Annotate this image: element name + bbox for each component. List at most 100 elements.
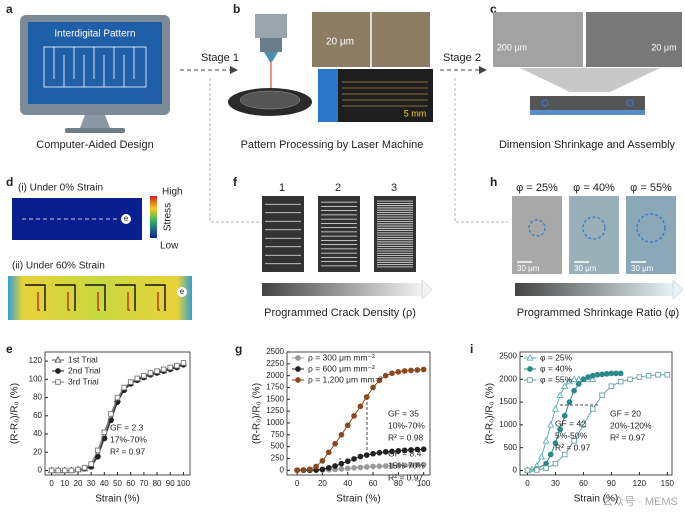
data-point: [589, 375, 597, 382]
data-point: [363, 394, 370, 400]
annotation: GF = 20: [610, 408, 641, 418]
crack-panel: [262, 196, 304, 272]
data-point: [537, 452, 546, 460]
nozzle: [264, 52, 278, 62]
data-point: [401, 368, 408, 374]
data-point: [389, 462, 395, 469]
colorbar-label: Low: [160, 241, 179, 252]
x-tick-label: 0: [525, 479, 530, 488]
connector: [209, 78, 262, 223]
electrode-label: e: [180, 287, 185, 296]
data-point: [306, 466, 313, 473]
crack-panel: [374, 196, 416, 272]
data-point: [570, 375, 578, 382]
data-point: [608, 370, 615, 377]
annotation: 15%-70%: [388, 460, 425, 470]
data-point: [94, 453, 101, 460]
x-tick-label: 70: [139, 479, 148, 488]
colorbar-label: High: [162, 187, 183, 198]
data-point: [48, 467, 55, 474]
legend-label: 3rd Trial: [68, 376, 99, 386]
legend-marker: [526, 354, 534, 361]
data-point: [319, 466, 326, 473]
data-point: [357, 403, 364, 410]
annotation: GF = 42: [555, 418, 586, 428]
data-point: [382, 448, 389, 455]
x-tick-label: 0: [49, 479, 54, 488]
data-point: [141, 372, 147, 379]
data-point: [81, 464, 88, 471]
laser-lens: [260, 38, 282, 52]
data-point: [62, 467, 68, 474]
data-point: [617, 370, 624, 377]
data-point: [594, 371, 601, 378]
data-point: [551, 404, 559, 412]
y-tick-label: 0: [280, 465, 285, 474]
series-line: [527, 374, 668, 471]
legend-label: ρ = 600 μm mm⁻²: [308, 363, 375, 373]
data-point: [389, 448, 395, 455]
scale-label: 200 μm: [497, 42, 527, 52]
x-tick-label: 30: [87, 479, 96, 488]
y-tick-label: 40: [33, 429, 42, 438]
data-point: [167, 364, 173, 371]
caption: Programmed Crack Density (ρ): [264, 307, 416, 319]
data-point: [363, 464, 370, 470]
data-point: [370, 450, 376, 457]
data-point: [547, 420, 555, 428]
data-point: [101, 429, 108, 435]
data-point: [363, 452, 370, 458]
data-point: [565, 377, 573, 385]
stress-map: [12, 198, 142, 240]
data-point: [108, 411, 114, 417]
data-point: [556, 391, 564, 398]
data-point: [376, 449, 383, 456]
scale-label: 30 μm: [517, 264, 540, 273]
x-tick-label: 90: [166, 479, 175, 488]
data-point: [566, 399, 573, 405]
y-tick-label: 2500: [266, 347, 284, 356]
data-point: [664, 372, 671, 378]
shrink-columns: φ = 25% 30 μm φ = 40% 30 μm φ = 55% 30 μm: [512, 182, 676, 274]
panel-label: b: [233, 2, 240, 16]
pattern: [43, 46, 147, 88]
y-axis-label: (R-R₀)/R₀ (%): [485, 383, 496, 444]
data-point: [300, 467, 307, 473]
legend-label: ρ = 1,200 μm mm⁻²: [308, 374, 382, 384]
data-point: [114, 394, 121, 401]
y-tick-label: 1750: [266, 383, 284, 392]
y-tick-label: 1500: [499, 397, 517, 406]
crack-pattern: [25, 284, 166, 311]
annotation: R² = 0.98: [388, 432, 423, 442]
zoom-cone: [520, 68, 660, 92]
y-tick-label: 2000: [499, 374, 517, 383]
substrate: [318, 69, 338, 122]
data-point: [395, 369, 402, 375]
watermark: 公众号 · MEMS: [602, 495, 678, 508]
subtitle: (i) Under 0% Strain: [18, 183, 103, 194]
data-point: [395, 462, 402, 469]
gradient-arrow: [515, 283, 673, 296]
x-tick-label: 60: [579, 479, 588, 488]
plot-frame: [519, 351, 673, 476]
annotation: R² = 0.97: [610, 432, 645, 442]
data-point: [608, 383, 615, 389]
data-point: [344, 458, 351, 465]
data-point: [645, 372, 652, 379]
panel-label: e: [6, 342, 13, 356]
data-point: [174, 362, 180, 369]
data-point: [589, 406, 596, 412]
data-point: [313, 463, 319, 470]
micrograph: [626, 196, 676, 274]
crack-columns: 1 2 3: [262, 182, 416, 272]
annotation: 20%-120%: [610, 420, 652, 430]
y-tick-label: 0: [513, 466, 518, 475]
x-tick-label: 20: [74, 479, 83, 488]
legend-marker: [295, 355, 301, 361]
data-point: [134, 375, 141, 382]
highlight-circle: [582, 216, 606, 240]
data-point: [575, 381, 582, 387]
data-point: [370, 463, 376, 470]
data-point: [401, 447, 408, 454]
annotation: R² = 0.97: [555, 442, 590, 452]
